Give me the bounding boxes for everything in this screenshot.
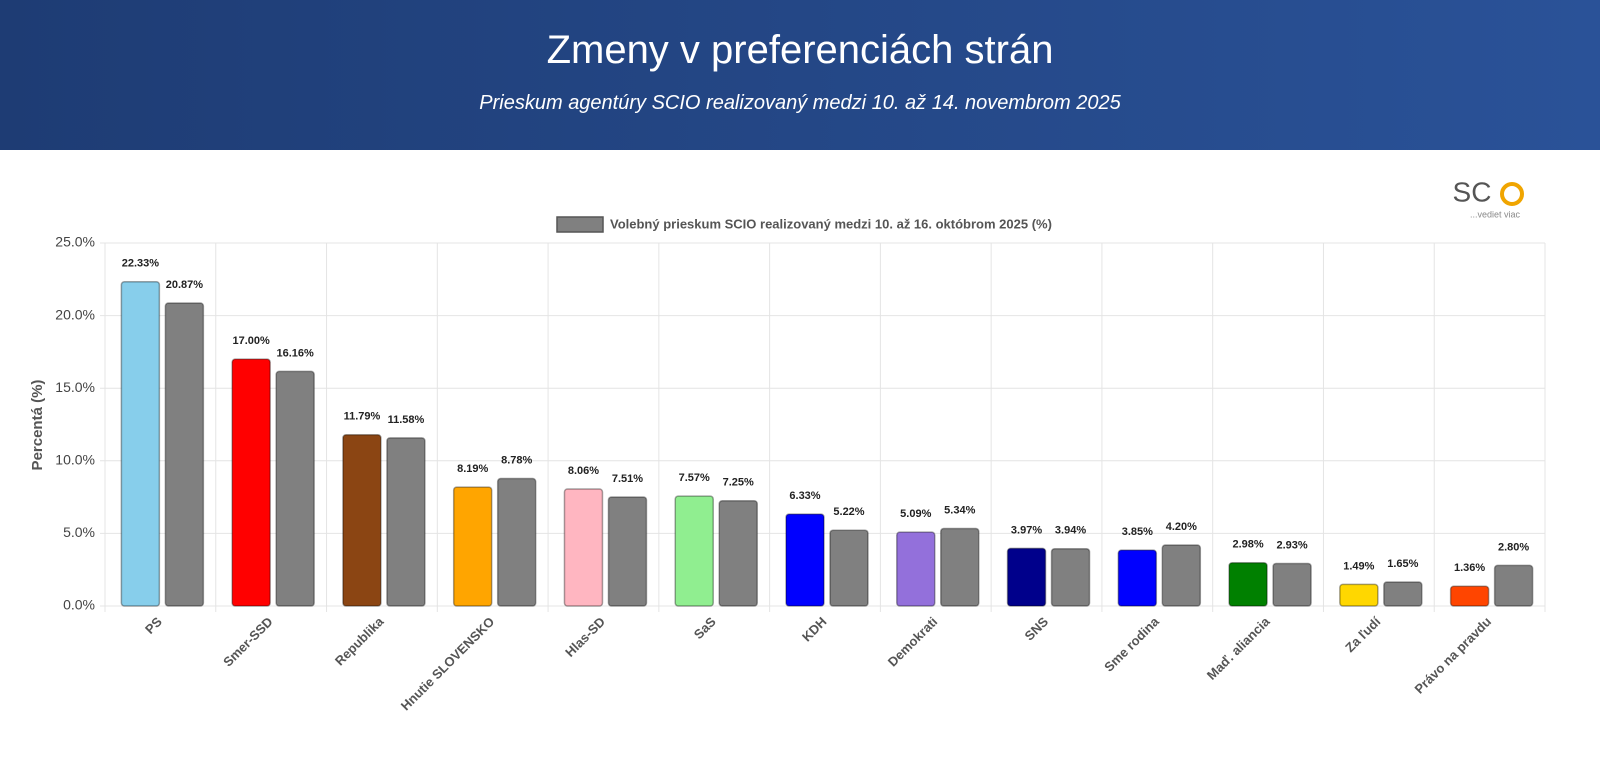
value-label: 16.16% xyxy=(276,347,314,359)
y-tick-label: 10.0% xyxy=(55,452,95,468)
bar xyxy=(896,531,936,607)
y-tick-label: 20.0% xyxy=(55,306,95,322)
title: Zmeny v preferenciách strán xyxy=(546,28,1054,72)
bar xyxy=(829,529,869,607)
value-label: 7.25% xyxy=(723,477,754,489)
bar xyxy=(1383,581,1423,607)
bar xyxy=(940,527,980,607)
bar xyxy=(342,434,382,607)
bar xyxy=(563,488,604,607)
value-label: 7.57% xyxy=(679,472,710,484)
x-tick-label: PS xyxy=(142,614,165,637)
logo-icon xyxy=(1500,182,1524,206)
value-label: 20.87% xyxy=(166,279,204,291)
value-label: 11.79% xyxy=(344,411,381,423)
value-label: 2.93% xyxy=(1276,539,1307,551)
value-label: 1.65% xyxy=(1387,558,1418,570)
value-label: 1.49% xyxy=(1343,560,1374,572)
value-label: 3.97% xyxy=(1011,524,1042,536)
value-label: 11.58% xyxy=(388,414,425,426)
x-tick-label: Hnutie SLOVENSKO xyxy=(398,614,497,713)
bar xyxy=(1272,562,1312,607)
bar xyxy=(1449,585,1490,607)
x-tick-label: Demokrati xyxy=(885,614,941,670)
bar xyxy=(674,495,714,607)
x-tick-label: SaS xyxy=(691,614,719,642)
bar xyxy=(1117,549,1158,607)
x-tick-label: Maď. aliancia xyxy=(1204,613,1273,682)
bar xyxy=(1493,564,1534,607)
x-tick-label: Právo na pravdu xyxy=(1412,614,1495,697)
bar xyxy=(1228,561,1268,607)
bar xyxy=(718,499,758,607)
header: Zmeny v preferenciách strán Prieskum age… xyxy=(0,0,1600,150)
value-label: 5.09% xyxy=(900,508,931,520)
legend-swatch xyxy=(556,216,604,233)
y-tick-label: 15.0% xyxy=(55,379,95,395)
logo-text: SC xyxy=(1453,176,1492,207)
bar xyxy=(386,437,426,607)
y-tick-label: 5.0% xyxy=(63,524,95,540)
bar xyxy=(496,477,537,607)
bar xyxy=(1006,547,1047,607)
value-label: 8.19% xyxy=(457,463,488,475)
bar xyxy=(1161,544,1202,607)
bar xyxy=(120,281,161,607)
bar xyxy=(1339,583,1379,607)
value-label: 2.98% xyxy=(1232,539,1263,551)
value-label: 3.85% xyxy=(1122,526,1153,538)
x-tick-label: Republika xyxy=(332,613,387,668)
x-tick-label: Smer-SSD xyxy=(220,614,276,670)
value-label: 8.78% xyxy=(501,454,532,466)
bar xyxy=(164,302,205,607)
x-tick-label: Za ľudí xyxy=(1342,614,1383,655)
value-label: 6.33% xyxy=(789,490,820,502)
bar xyxy=(452,486,493,607)
bar xyxy=(785,513,825,607)
x-tick-label: Hlas-SD xyxy=(562,614,608,660)
logo-tagline: ...vediet viac xyxy=(1470,209,1521,219)
x-tick-label: Sme rodina xyxy=(1101,613,1162,674)
value-label: 17.00% xyxy=(232,335,270,347)
value-label: 3.94% xyxy=(1055,525,1086,537)
bar xyxy=(231,358,271,607)
value-label: 4.20% xyxy=(1166,521,1197,533)
value-label: 22.33% xyxy=(122,258,160,270)
y-tick-label: 0.0% xyxy=(63,597,95,613)
y-tick-label: 25.0% xyxy=(55,234,95,250)
value-label: 1.36% xyxy=(1454,562,1485,574)
x-tick-label: SNS xyxy=(1022,614,1052,644)
value-label: 7.51% xyxy=(612,473,643,485)
value-label: 5.22% xyxy=(833,506,864,518)
value-label: 5.34% xyxy=(944,504,975,516)
chart: SC ...vediet viac Percentá (%) 0.0% 5.0% 1… xyxy=(29,176,1546,713)
value-label: 8.06% xyxy=(568,465,599,477)
legend-label: Volebný prieskum SCIO realizovaný medzi … xyxy=(610,216,1052,231)
value-label: 2.80% xyxy=(1498,541,1529,553)
bar xyxy=(1050,548,1091,607)
bar xyxy=(607,496,648,607)
bar xyxy=(275,370,315,607)
y-axis-label: Percentá (%) xyxy=(29,380,46,471)
subtitle: Prieskum agentúry SCIO realizovaný medzi… xyxy=(479,92,1121,114)
x-tick-label: KDH xyxy=(799,614,830,645)
